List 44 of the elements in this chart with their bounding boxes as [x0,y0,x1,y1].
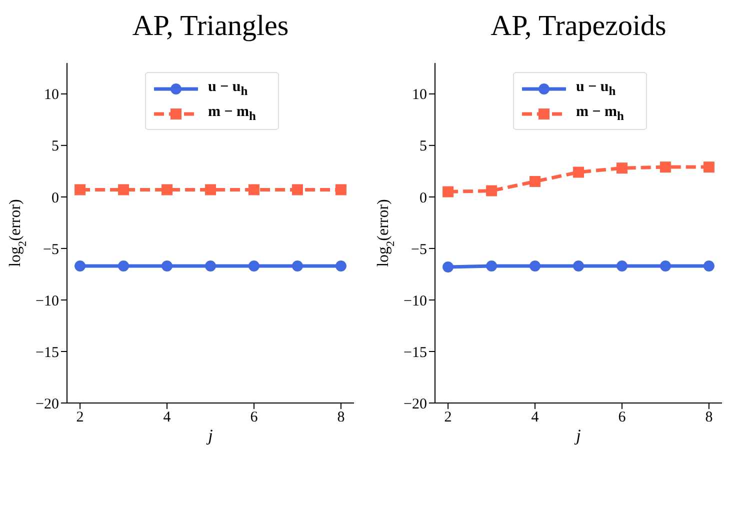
chart-title: AP, Trapezoids [490,9,668,44]
point [660,162,671,173]
y-tick-label: −15 [36,344,59,361]
point [442,262,454,272]
x-tick-label: 4 [163,410,172,426]
legend-label: u − u$_{h}$ [208,78,248,98]
y-tick-label: −20 [36,396,59,412]
x-tick-label: 2 [444,410,452,426]
chart-title: AP, Triangles [131,9,290,44]
y-tick-label: −5 [43,242,59,258]
y-tick-label: 5 [52,138,59,155]
point [573,260,584,272]
point [442,186,454,198]
x-axis-title: j [574,426,582,445]
y-tick-label: −15 [404,344,427,361]
point [486,185,498,196]
x-tick-label: 8 [705,410,713,426]
point [616,162,628,174]
y-tick-label: 5 [420,138,427,155]
legend-label: u − u$_{h}$ [576,78,616,98]
y-tick-label: 0 [52,190,59,206]
y-tick-label: 10 [44,87,59,104]
y-tick-label: −20 [404,396,427,412]
legend-label: m − m$_{h}$ [576,104,624,124]
point [573,166,584,178]
x-tick-label: 8 [337,410,345,426]
x-tick-label: 4 [531,410,540,426]
x-tick-label: 6 [250,410,258,426]
point [660,260,671,272]
y-tick-label: 0 [420,190,427,206]
y-tick-label: −5 [411,242,427,258]
point [530,176,541,187]
point [616,260,628,272]
x-tick-label: 6 [618,410,626,426]
x-axis-title: j [206,426,214,445]
point [486,260,498,272]
y-tick-label: −10 [404,293,427,310]
point [703,260,714,272]
legend-label: m − m$_{h}$ [208,104,256,124]
x-tick-label: 2 [76,410,84,426]
y-tick-label: −10 [36,293,59,310]
y-tick-label: 10 [412,87,427,104]
point [703,162,714,173]
point [530,260,541,272]
